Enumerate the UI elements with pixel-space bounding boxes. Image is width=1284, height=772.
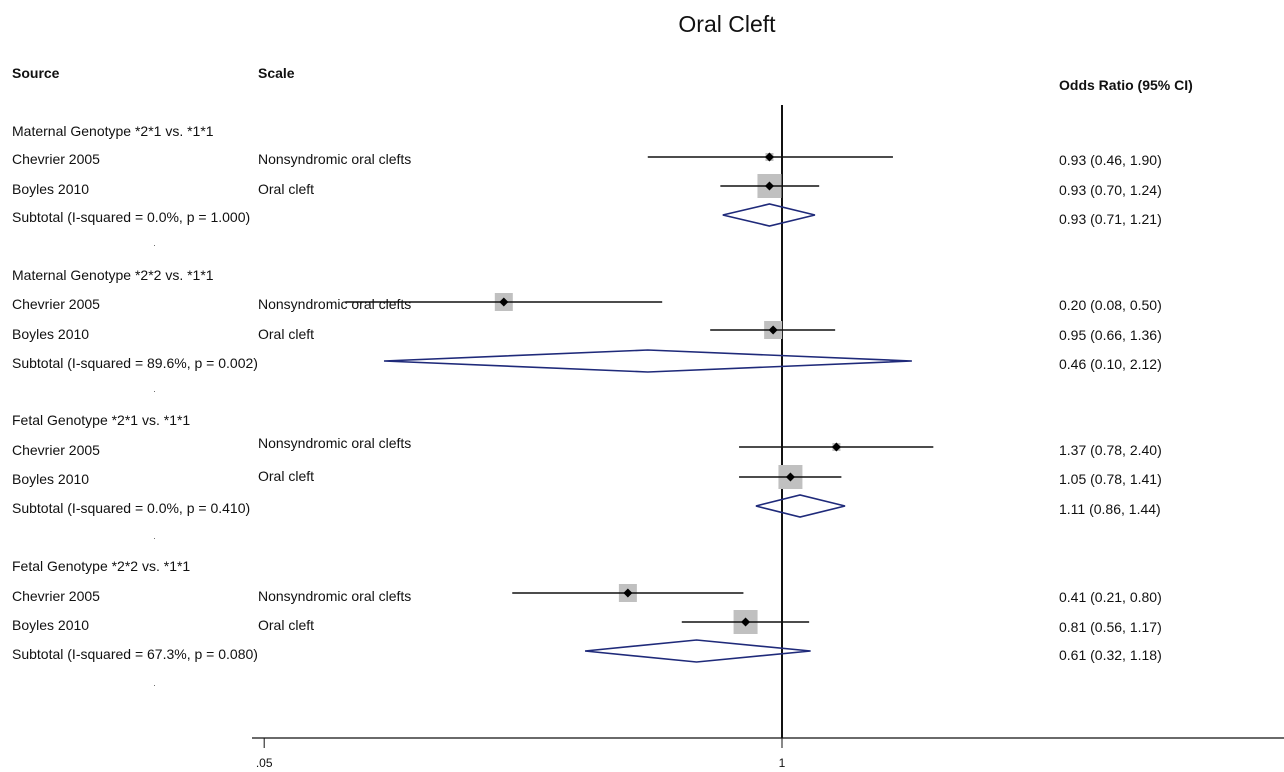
study-scale: Nonsyndromic oral clefts	[258, 151, 412, 167]
study-source: Boyles 2010	[12, 617, 90, 633]
study-ci-text: 0.41 (0.21, 0.80)	[1059, 589, 1162, 605]
study-source: Chevrier 2005	[12, 151, 100, 167]
group-label: Maternal Genotype *2*1 vs. *1*1	[12, 123, 214, 139]
spacer-dot: ·	[153, 386, 156, 396]
study-point-estimate	[785, 472, 795, 482]
subtotal-ci-text: 0.93 (0.71, 1.21)	[1059, 211, 1162, 227]
subtotal-label: Subtotal (I-squared = 0.0%, p = 0.410)	[12, 500, 251, 516]
study-point-estimate	[764, 181, 774, 191]
subtotal-ci-text: 0.46 (0.10, 2.12)	[1059, 356, 1162, 372]
study-scale: Nonsyndromic oral clefts	[258, 588, 412, 604]
study-source: Boyles 2010	[12, 181, 90, 197]
study-point-estimate	[764, 152, 774, 162]
subtotal-diamond	[722, 203, 816, 227]
subtotal-ci-text: 1.11 (0.86, 1.44)	[1059, 501, 1161, 517]
header-odds-ratio: Odds Ratio (95% CI)	[1059, 77, 1193, 93]
study-scale: Oral cleft	[258, 617, 315, 633]
subtotal-label: Subtotal (I-squared = 89.6%, p = 0.002)	[12, 355, 258, 371]
subtotal-label: Subtotal (I-squared = 67.3%, p = 0.080)	[12, 646, 258, 662]
study-point-estimate	[499, 297, 509, 307]
study-ci-text: 0.81 (0.56, 1.17)	[1059, 619, 1162, 635]
study-source: Boyles 2010	[12, 326, 90, 342]
study-source: Chevrier 2005	[12, 296, 100, 312]
group-label: Maternal Genotype *2*2 vs. *1*1	[12, 267, 214, 283]
group-label: Fetal Genotype *2*2 vs. *1*1	[12, 558, 191, 574]
study-source: Chevrier 2005	[12, 588, 100, 604]
study-scale: Nonsyndromic oral clefts	[258, 435, 412, 451]
study-scale: Nonsyndromic oral clefts	[258, 296, 412, 312]
subtotal-ci-text: 0.61 (0.32, 1.18)	[1059, 647, 1162, 663]
study-scale: Oral cleft	[258, 468, 315, 484]
x-tick-label: 1	[779, 756, 786, 770]
study-point-estimate	[768, 325, 778, 335]
study-scale: Oral cleft	[258, 326, 315, 342]
group-label: Fetal Genotype *2*1 vs. *1*1	[12, 412, 191, 428]
x-tick-label: .05	[256, 756, 273, 770]
chart-title: Oral Cleft	[678, 11, 776, 37]
study-ci-text: 1.05 (0.78, 1.41)	[1059, 471, 1162, 487]
subtotal-diamond	[383, 349, 912, 373]
study-ci-text: 1.37 (0.78, 2.40)	[1059, 442, 1162, 458]
header-scale: Scale	[258, 65, 295, 81]
study-point-estimate	[623, 588, 633, 598]
spacer-dot: ·	[153, 680, 156, 690]
spacer-dot: ·	[153, 533, 156, 543]
study-ci-text: 0.95 (0.66, 1.36)	[1059, 327, 1162, 343]
subtotal-diamond	[584, 639, 811, 663]
study-scale: Oral cleft	[258, 181, 315, 197]
subtotal-diamond	[755, 494, 846, 518]
subtotal-label: Subtotal (I-squared = 0.0%, p = 1.000)	[12, 209, 251, 225]
study-point-estimate	[741, 617, 751, 627]
study-ci-text: 0.93 (0.46, 1.90)	[1059, 152, 1162, 168]
study-point-estimate	[831, 442, 841, 452]
spacer-dot: ·	[153, 240, 156, 250]
header-source: Source	[12, 65, 60, 81]
study-source: Chevrier 2005	[12, 442, 100, 458]
study-source: Boyles 2010	[12, 471, 90, 487]
study-ci-text: 0.93 (0.70, 1.24)	[1059, 182, 1162, 198]
study-ci-text: 0.20 (0.08, 0.50)	[1059, 297, 1162, 313]
